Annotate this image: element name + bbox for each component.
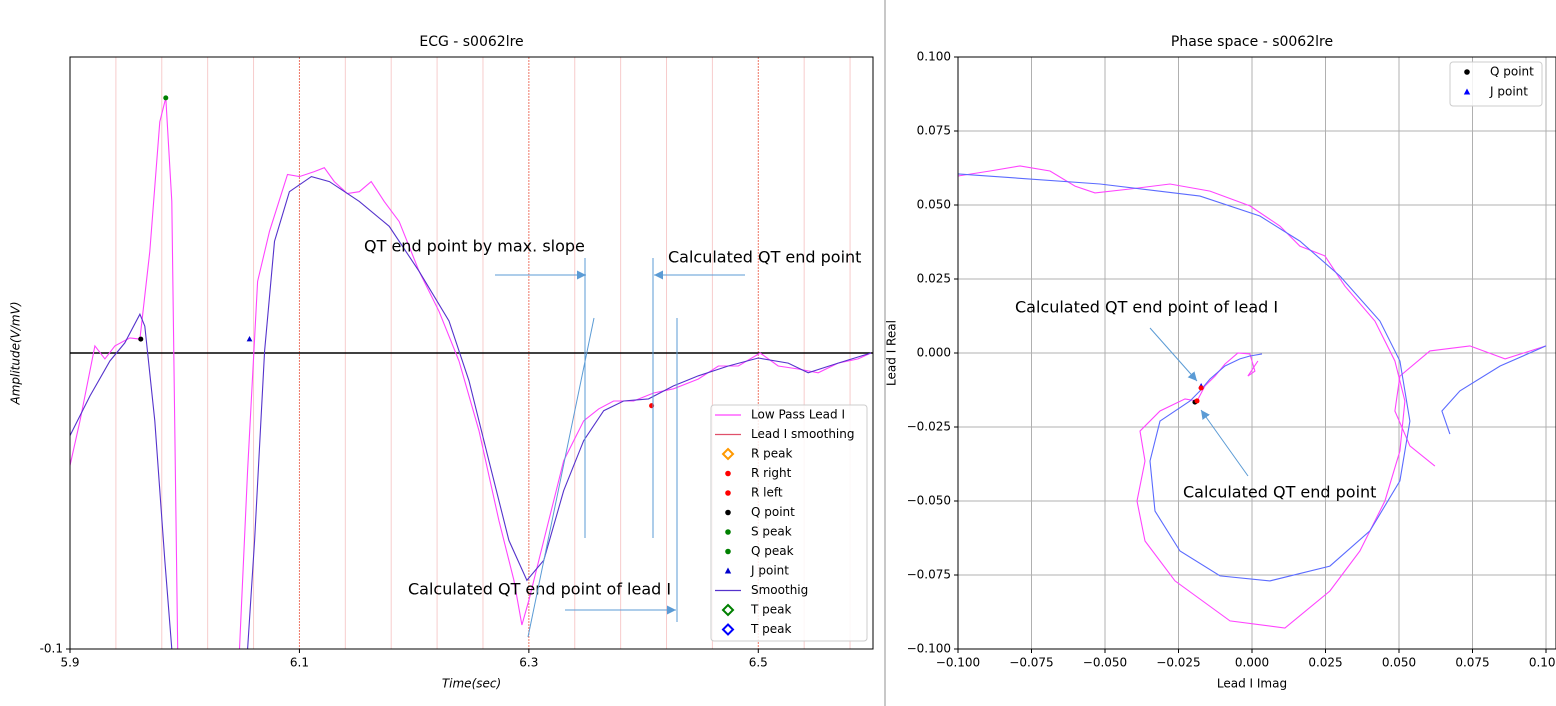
phase-arrows (1149, 327, 1249, 477)
y-tick-label: −0.025 (907, 420, 951, 434)
x-tick-label: 0.050 (1382, 656, 1416, 670)
legend-label: Q peak (751, 544, 794, 558)
x-tick-label: −0.025 (1156, 656, 1200, 670)
annotation: Calculated QT end point (668, 248, 861, 267)
point (163, 95, 169, 101)
legend-label: Low Pass Lead I (751, 408, 845, 422)
legend-swatch (1463, 88, 1471, 95)
legend-swatch (721, 447, 735, 461)
y-tick-label: 0.100 (917, 50, 951, 64)
legend-label: Q point (1490, 65, 1534, 79)
y-tick-label: 0.025 (917, 272, 951, 286)
y-tick-label: 0.050 (917, 198, 951, 212)
x-tick-label: 0.075 (1455, 656, 1489, 670)
x-tick-label: −0.050 (1083, 656, 1127, 670)
point (246, 335, 253, 342)
y-axis-label: Lead I Real (885, 320, 899, 386)
x-axis-label: Time(sec) (442, 677, 501, 691)
x-tick-label: −0.075 (1009, 656, 1053, 670)
legend-swatch (725, 470, 731, 477)
x-axis-label: Lead I Imag (1217, 677, 1287, 691)
legend-swatch (725, 490, 731, 496)
arrow (1200, 409, 1249, 477)
legend-label: Smoothig (751, 583, 808, 597)
ecg-chart: 5.9 6.1 6.3 6.5 -0.1 ECG - s0062lre Time(sec) A… (9, 34, 874, 691)
legend-label: Lead I smoothing (751, 427, 855, 441)
legend-label: Q point (751, 505, 795, 519)
arrow (1149, 327, 1198, 382)
y-tick-label: 0.000 (917, 346, 951, 360)
legend-swatch (721, 603, 735, 617)
x-tick-label: 0.000 (1235, 656, 1269, 670)
annotation: Calculated QT end point (1183, 483, 1376, 502)
series-line (70, 97, 872, 649)
x-tick-label: 0.100 (1529, 656, 1556, 670)
legend-label: T peak (750, 603, 791, 617)
legend-label: R right (751, 466, 792, 480)
y-axis-label: Amplitude(V/mV) (9, 301, 23, 405)
x-tick-label: 0.025 (1308, 656, 1342, 670)
legend-label: J point (1489, 85, 1528, 99)
point (1198, 385, 1204, 391)
chart-title: Phase space - s0062lre (1171, 34, 1333, 50)
y-tick-label: 0.075 (917, 124, 951, 138)
y-tick-label: -0.1 (40, 642, 63, 656)
plot-area (958, 57, 1556, 649)
point (138, 336, 144, 342)
legend-swatch (725, 509, 731, 516)
legend-label: R left (751, 486, 783, 500)
legend-swatch (725, 529, 731, 535)
legend-swatch (721, 623, 735, 636)
phase-chart: −0.100 −0.075 −0.050 −0.025 0.000 0.025 0.050 0… (885, 34, 1556, 691)
x-tick-label: −0.100 (936, 656, 980, 670)
x-tick-label: 6.5 (749, 656, 768, 670)
y-tick-label: −0.075 (907, 568, 951, 582)
ecg-arrows (495, 258, 745, 638)
legend-label: R peak (751, 447, 793, 461)
series-line (958, 165, 1547, 629)
slope-line (527, 317, 595, 638)
legend-swatch (725, 548, 731, 555)
point (1194, 398, 1200, 404)
legend-swatch (724, 567, 732, 574)
x-tick-label: 6.1 (290, 656, 309, 670)
chart-title: ECG - s0062lre (419, 34, 523, 50)
series-line (958, 173, 1547, 582)
axes-frame (69, 56, 874, 650)
legend-label: S peak (751, 525, 792, 539)
legend-swatch (1464, 69, 1470, 75)
annotation: Calculated QT end point of lead I (408, 580, 671, 599)
x-tick-label: 5.9 (60, 656, 79, 670)
legend-label: J point (750, 564, 789, 578)
annotation: Calculated QT end point of lead I (1015, 298, 1278, 317)
series-line (70, 176, 872, 649)
legend-box (710, 404, 868, 642)
legend-label: T peak (750, 622, 791, 636)
y-tick-label: −0.100 (907, 642, 951, 656)
legend-box (1449, 61, 1543, 107)
y-tick-label: −0.050 (907, 494, 951, 508)
x-tick-label: 6.3 (519, 656, 538, 670)
annotation: QT end point by max. slope (364, 237, 585, 256)
